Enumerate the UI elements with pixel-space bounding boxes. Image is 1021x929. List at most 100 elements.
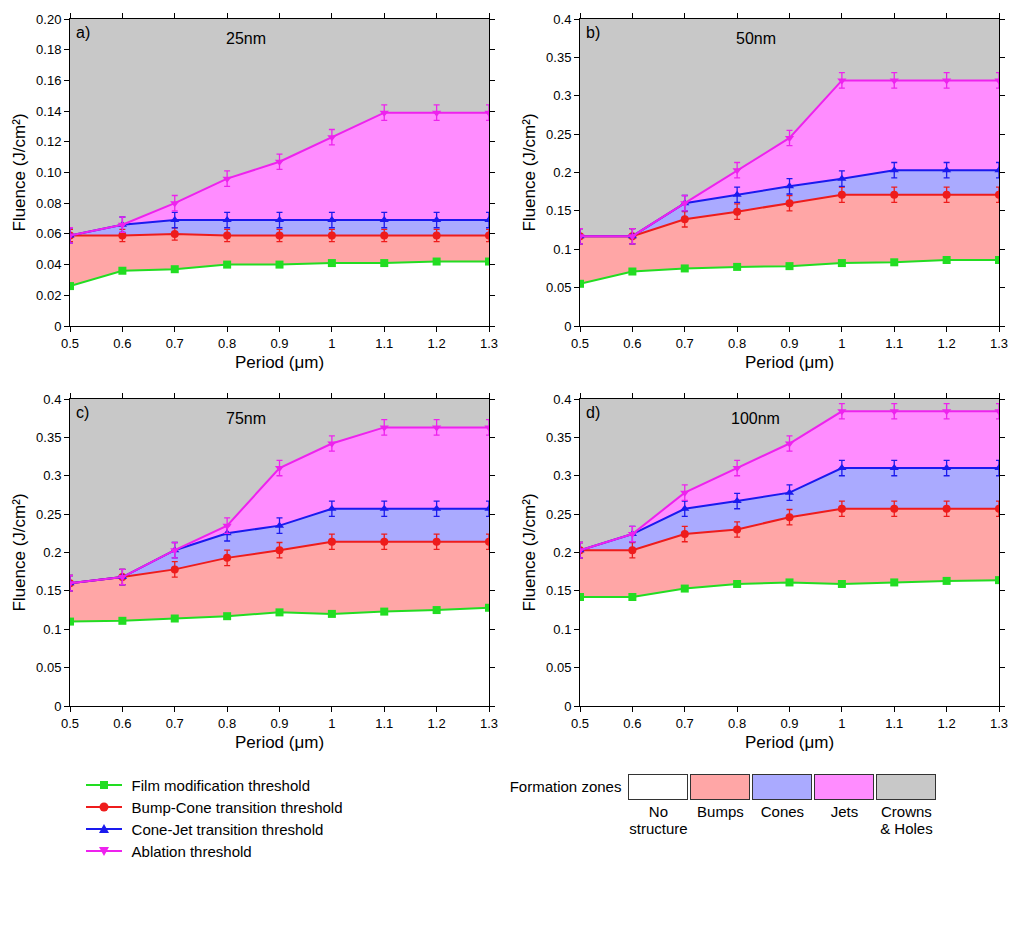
- svg-text:100nm: 100nm: [731, 410, 780, 427]
- svg-text:1.2: 1.2: [428, 336, 446, 351]
- svg-text:0.6: 0.6: [113, 716, 131, 731]
- svg-text:0.7: 0.7: [676, 716, 694, 731]
- svg-text:0.7: 0.7: [166, 716, 184, 731]
- svg-text:0.12: 0.12: [36, 134, 61, 149]
- html-text:Film modification threshold: Film modification threshold: [131, 776, 310, 794]
- html-text:No structure: No structure: [629, 803, 688, 837]
- svg-text:0.4: 0.4: [553, 392, 571, 407]
- svg-text:1: 1: [328, 716, 335, 731]
- svg-text:0.9: 0.9: [270, 336, 288, 351]
- svg-text:0.9: 0.9: [780, 336, 798, 351]
- svg-text:0.4: 0.4: [553, 12, 571, 27]
- svg-text:0.20: 0.20: [36, 12, 61, 27]
- svg-text:0.02: 0.02: [36, 288, 61, 303]
- svg-text:0: 0: [564, 699, 571, 714]
- html-text:Ablation threshold: Ablation threshold: [131, 842, 252, 860]
- svg-text:0.2: 0.2: [43, 545, 61, 560]
- svg-text:0.9: 0.9: [780, 716, 798, 731]
- svg-text:50nm: 50nm: [736, 30, 776, 47]
- svg-text:0.15: 0.15: [546, 203, 571, 218]
- svg-text:0.10: 0.10: [36, 165, 61, 180]
- svg-text:Fluence (J/cm²): Fluence (J/cm²): [520, 493, 539, 611]
- svg-text:1.3: 1.3: [990, 336, 1008, 351]
- svg-text:1.3: 1.3: [480, 336, 498, 351]
- svg-text:1.1: 1.1: [885, 716, 903, 731]
- svg-text:0.35: 0.35: [546, 430, 571, 445]
- svg-text:1.2: 1.2: [938, 716, 956, 731]
- svg-text:c): c): [76, 404, 89, 421]
- html-text:Bump-Cone transition threshold: Bump-Cone transition threshold: [131, 798, 343, 816]
- svg-text:0.3: 0.3: [553, 88, 571, 103]
- svg-text:0.08: 0.08: [36, 196, 61, 211]
- svg-text:0.3: 0.3: [553, 468, 571, 483]
- svg-text:75nm: 75nm: [226, 410, 266, 427]
- svg-text:0.5: 0.5: [61, 336, 79, 351]
- svg-text:Period (μm): Period (μm): [745, 733, 834, 752]
- svg-text:0.16: 0.16: [36, 73, 61, 88]
- svg-text:d): d): [586, 404, 600, 421]
- svg-text:0.18: 0.18: [36, 42, 61, 57]
- svg-text:0.7: 0.7: [676, 336, 694, 351]
- svg-text:0.15: 0.15: [546, 583, 571, 598]
- svg-text:Fluence (J/cm²): Fluence (J/cm²): [10, 113, 29, 231]
- svg-text:0.1: 0.1: [43, 622, 61, 637]
- svg-text:0.2: 0.2: [553, 165, 571, 180]
- svg-text:0.15: 0.15: [36, 583, 61, 598]
- svg-text:0.6: 0.6: [113, 336, 131, 351]
- html-text:Crowns & Holes: Crowns & Holes: [880, 803, 933, 837]
- svg-text:25nm: 25nm: [226, 30, 266, 47]
- svg-text:1.2: 1.2: [428, 716, 446, 731]
- svg-text:0.05: 0.05: [36, 660, 61, 675]
- svg-text:1.2: 1.2: [938, 336, 956, 351]
- svg-text:0.6: 0.6: [623, 716, 641, 731]
- html-text:Bumps: Bumps: [697, 803, 744, 820]
- html-text:Cone-Jet transition threshold: Cone-Jet transition threshold: [131, 820, 324, 838]
- svg-text:0.25: 0.25: [36, 507, 61, 522]
- svg-text:0.04: 0.04: [36, 257, 61, 272]
- svg-text:0.25: 0.25: [546, 507, 571, 522]
- svg-text:0.35: 0.35: [36, 430, 61, 445]
- svg-text:Period (μm): Period (μm): [235, 353, 324, 372]
- svg-text:0.1: 0.1: [553, 622, 571, 637]
- svg-text:0.8: 0.8: [728, 336, 746, 351]
- svg-text:0.9: 0.9: [270, 716, 288, 731]
- svg-text:0.8: 0.8: [218, 336, 236, 351]
- svg-text:0.5: 0.5: [61, 716, 79, 731]
- svg-text:1.1: 1.1: [375, 716, 393, 731]
- svg-text:1: 1: [838, 716, 845, 731]
- svg-text:b): b): [586, 24, 600, 41]
- svg-text:1.3: 1.3: [990, 716, 1008, 731]
- svg-text:0.05: 0.05: [546, 660, 571, 675]
- svg-text:0.06: 0.06: [36, 226, 61, 241]
- svg-text:1: 1: [328, 336, 335, 351]
- svg-text:Fluence (J/cm²): Fluence (J/cm²): [10, 493, 29, 611]
- svg-text:0.1: 0.1: [553, 242, 571, 257]
- svg-text:0.4: 0.4: [43, 392, 61, 407]
- svg-text:0: 0: [54, 699, 61, 714]
- svg-text:Fluence (J/cm²): Fluence (J/cm²): [520, 113, 539, 231]
- svg-text:0.14: 0.14: [36, 104, 61, 119]
- svg-text:1.1: 1.1: [375, 336, 393, 351]
- svg-text:0.6: 0.6: [623, 336, 641, 351]
- svg-text:0: 0: [564, 319, 571, 334]
- svg-text:0: 0: [54, 319, 61, 334]
- svg-text:0.8: 0.8: [218, 716, 236, 731]
- svg-text:0.35: 0.35: [546, 50, 571, 65]
- svg-text:Period (μm): Period (μm): [235, 733, 324, 752]
- html-text:Jets: Jets: [830, 803, 859, 820]
- svg-text:0.25: 0.25: [546, 127, 571, 142]
- svg-text:1: 1: [838, 336, 845, 351]
- svg-text:0.5: 0.5: [571, 336, 589, 351]
- svg-text:a): a): [76, 24, 90, 41]
- svg-text:0.8: 0.8: [728, 716, 746, 731]
- svg-text:0.2: 0.2: [553, 545, 571, 560]
- svg-text:0.5: 0.5: [571, 716, 589, 731]
- svg-text:1.3: 1.3: [480, 716, 498, 731]
- svg-text:Period (μm): Period (μm): [745, 353, 834, 372]
- svg-text:0.05: 0.05: [546, 280, 571, 295]
- svg-text:0.3: 0.3: [43, 468, 61, 483]
- html-text:Formation zones: Formation zones: [509, 778, 622, 795]
- html-text:Cones: Cones: [760, 803, 805, 820]
- svg-text:0.7: 0.7: [166, 336, 184, 351]
- svg-text:1.1: 1.1: [885, 336, 903, 351]
